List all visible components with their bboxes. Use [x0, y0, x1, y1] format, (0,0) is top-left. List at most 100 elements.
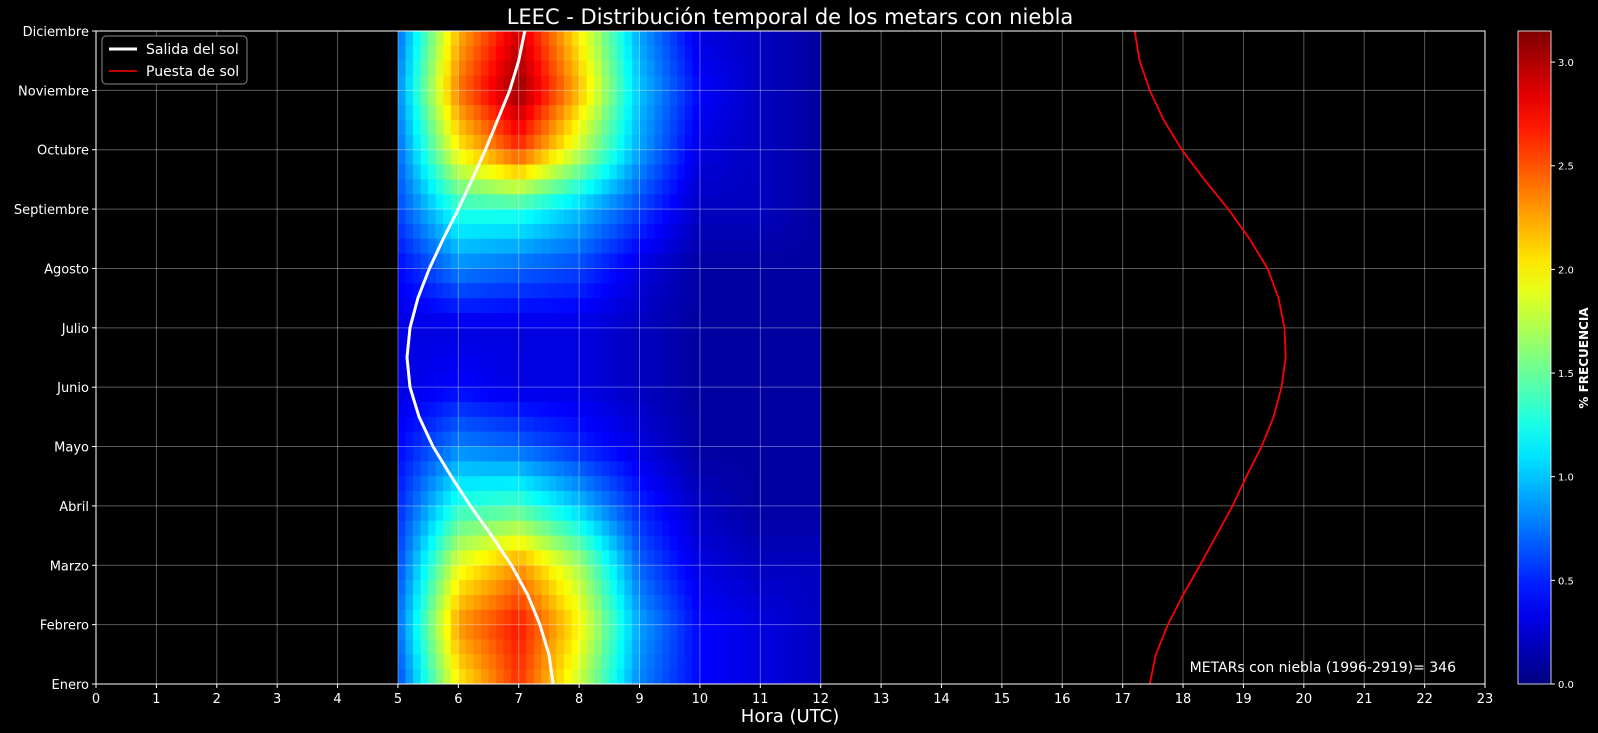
heatmap-cell — [745, 60, 754, 77]
heatmap-cell — [782, 238, 792, 255]
heatmap-cell — [533, 342, 542, 359]
heatmap-cell — [594, 45, 603, 62]
heatmap-cell — [745, 580, 754, 596]
heatmap-cell — [443, 402, 452, 418]
heatmap-cell — [473, 45, 482, 62]
heatmap-cell — [790, 580, 799, 596]
heatmap-cell — [707, 624, 716, 641]
heatmap-cell — [805, 609, 814, 626]
heatmap-cell — [518, 654, 527, 670]
heatmap-cell — [730, 431, 739, 448]
heatmap-cell — [480, 505, 490, 522]
heatmap-cell — [662, 491, 671, 507]
heatmap-cell — [571, 357, 580, 373]
heatmap-cell — [548, 268, 558, 284]
heatmap-cell — [579, 312, 588, 329]
heatmap-cell — [571, 164, 580, 181]
heatmap-cell — [609, 565, 618, 581]
heatmap-cell — [745, 535, 754, 552]
heatmap-cell — [631, 105, 641, 121]
heatmap-cell — [450, 461, 459, 477]
heatmap-cell — [639, 298, 648, 314]
heatmap-cell — [790, 194, 799, 210]
heatmap-cell — [511, 416, 520, 433]
heatmap-cell — [397, 669, 407, 684]
heatmap-cell — [526, 402, 535, 418]
heatmap-cell — [541, 194, 550, 210]
heatmap-cell — [488, 75, 497, 91]
heatmap-cell — [722, 253, 731, 270]
heatmap-cell — [775, 194, 784, 210]
heatmap-cell — [745, 209, 754, 225]
heatmap-cell — [571, 550, 580, 566]
heatmap-cell — [443, 209, 452, 225]
heatmap-cell — [677, 609, 686, 626]
heatmap-cell — [458, 357, 467, 373]
heatmap-cell — [473, 238, 482, 255]
heatmap-cell — [397, 312, 407, 329]
heatmap-cell — [730, 327, 739, 344]
heatmap-cell — [496, 505, 505, 522]
heatmap-cell — [428, 402, 437, 418]
heatmap-cell — [775, 580, 784, 596]
heatmap-cell — [473, 594, 482, 611]
heatmap-cell — [503, 387, 512, 403]
heatmap-cell — [639, 283, 648, 299]
heatmap-cell — [526, 654, 535, 670]
heatmap-cell — [760, 550, 769, 566]
heatmap-cell — [639, 535, 648, 552]
heatmap-cell — [435, 594, 444, 611]
heatmap-cell — [488, 134, 497, 151]
heatmap-cell — [813, 164, 822, 181]
heatmap-cell — [745, 387, 754, 403]
heatmap-cell — [669, 283, 678, 299]
heatmap-cell — [503, 312, 512, 329]
heatmap-cell — [805, 90, 814, 106]
heatmap-cell — [420, 209, 429, 225]
heatmap-cell — [647, 491, 656, 507]
heatmap-cell — [782, 565, 792, 581]
heatmap-cell — [405, 580, 414, 596]
heatmap-cell — [548, 90, 558, 106]
heatmap-cell — [413, 476, 422, 492]
heatmap-cell — [752, 372, 761, 388]
heatmap-cell — [722, 505, 731, 522]
heatmap-cell — [571, 431, 580, 448]
heatmap-cell — [594, 461, 603, 477]
heatmap-cell — [647, 654, 656, 670]
heatmap-cell — [624, 342, 633, 359]
heatmap-cell — [503, 209, 512, 225]
heatmap-cell — [631, 505, 641, 522]
heatmap-cell — [752, 387, 761, 403]
heatmap-cell — [790, 342, 799, 359]
heatmap-cell — [647, 505, 656, 522]
heatmap-cell — [707, 505, 716, 522]
heatmap-cell — [420, 238, 429, 255]
heatmap-cell — [594, 654, 603, 670]
heatmap-cell — [548, 45, 558, 62]
heatmap-cell — [654, 134, 663, 151]
heatmap-cell — [775, 565, 784, 581]
heatmap-cell — [480, 298, 490, 314]
heatmap-cell — [805, 669, 814, 684]
heatmap-cell — [684, 238, 693, 255]
heatmap-cell — [767, 639, 776, 655]
heatmap-cell — [767, 283, 776, 299]
heatmap-cell — [782, 520, 792, 537]
heatmap-cell — [631, 535, 641, 552]
heatmap-cell — [420, 60, 429, 77]
heatmap-cell — [405, 624, 414, 641]
heatmap-cell — [730, 312, 739, 329]
heatmap-cell — [511, 149, 520, 166]
heatmap-cell — [435, 223, 444, 240]
heatmap-cell — [767, 342, 776, 359]
heatmap-cell — [677, 60, 686, 77]
heatmap-cell — [405, 639, 414, 655]
heatmap-cell — [624, 669, 633, 684]
heatmap-cell — [707, 134, 716, 151]
heatmap-cell — [450, 283, 459, 299]
heatmap-cell — [443, 90, 452, 106]
heatmap-cell — [548, 194, 558, 210]
heatmap-cell — [443, 476, 452, 492]
heatmap-cell — [428, 179, 437, 195]
